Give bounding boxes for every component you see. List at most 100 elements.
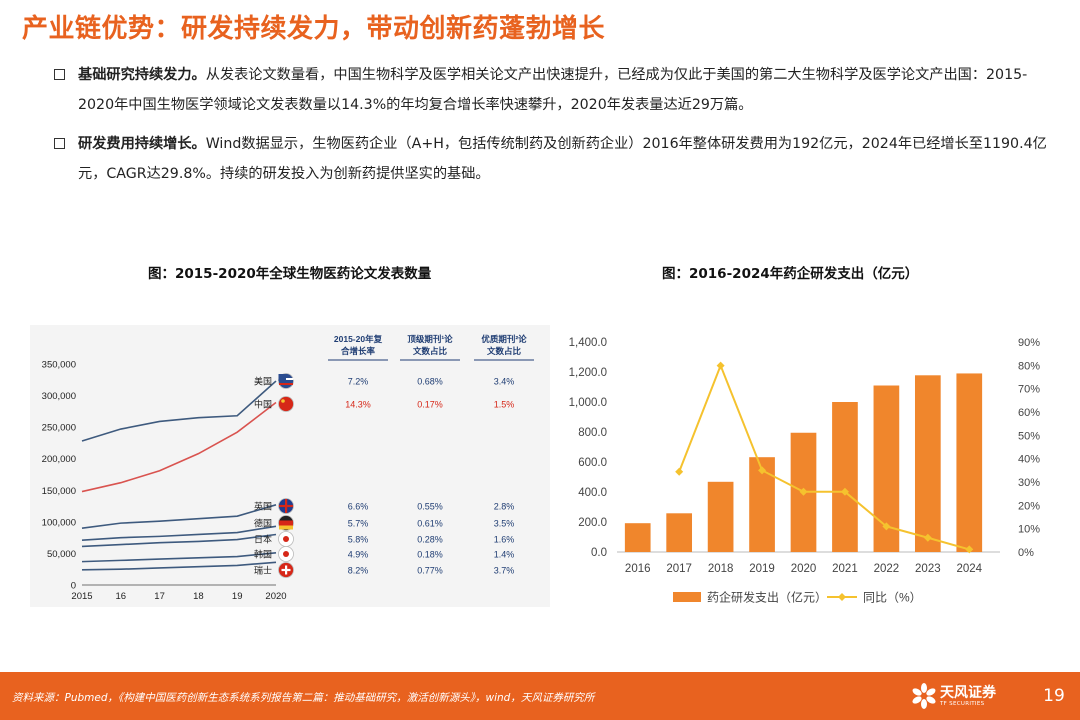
x-tick-label: 2020 — [265, 591, 286, 602]
table-header-text: 优质期刊²论 — [481, 334, 527, 344]
x-tick-label: 17 — [154, 591, 165, 602]
y-tick-label: 1,200.0 — [569, 367, 607, 379]
yoy-point-2019 — [758, 466, 767, 475]
y2-tick-label: 40% — [1018, 454, 1040, 466]
legend-line-marker — [838, 593, 846, 601]
table-cell: 4.9% — [348, 550, 369, 560]
y2-tick-label: 0% — [1018, 547, 1034, 559]
bar-2016 — [624, 523, 651, 552]
footer-source: 资料来源：Pubmed，《构建中国医药创新生态系统系列报告第二篇：推动基础研究，… — [12, 692, 595, 704]
y2-tick-label: 30% — [1018, 477, 1040, 489]
slide-title: 产业链优势：研发持续发力，带动创新药蓬勃增长 — [22, 14, 606, 44]
x-tick-label: 2018 — [708, 563, 734, 575]
table-cell: 6.6% — [348, 502, 369, 512]
series-line-瑞士 — [81, 561, 277, 571]
table-cell: 0.68% — [417, 377, 443, 387]
table-cell: 5.7% — [348, 519, 369, 529]
flag-stripe-icon — [279, 383, 293, 385]
table-header-text: 2015-20年复 — [334, 334, 383, 344]
table-header-text: 文数占比 — [487, 346, 522, 356]
y-tick-label: 0.0 — [591, 547, 607, 559]
x-tick-label: 16 — [116, 591, 127, 602]
table-cell: 3.7% — [494, 566, 515, 576]
table-cell: 0.17% — [417, 400, 443, 410]
series-line-日本 — [81, 533, 277, 548]
table-header-text: 文数占比 — [413, 346, 448, 356]
table-cell: 8.2% — [348, 566, 369, 576]
bullet-square-icon — [54, 138, 65, 149]
legend-bar-swatch — [673, 592, 701, 602]
table-cell: 5.8% — [348, 535, 369, 545]
y2-tick-label: 90% — [1018, 337, 1040, 349]
y-tick-label: 100,000 — [42, 517, 76, 528]
y2-tick-label: 80% — [1018, 360, 1040, 372]
x-tick-label: 2015 — [71, 591, 92, 602]
table-cell: 1.4% — [494, 550, 515, 560]
yoy-point-2022 — [882, 522, 891, 531]
legend-bar-label: 药企研发支出（亿元） — [707, 590, 827, 605]
y2-tick-label: 10% — [1018, 524, 1040, 536]
bar-2018 — [707, 481, 734, 552]
yoy-point-2024 — [965, 545, 974, 554]
flag-canton-icon — [278, 374, 286, 381]
series-line-美国 — [81, 380, 277, 442]
tf-securities-logo: 天风证券 TF SECURITIES — [910, 680, 1020, 714]
y-tick-label: 50,000 — [47, 549, 76, 560]
table-header-text: 顶级期刊¹论 — [407, 334, 453, 344]
footer-bar: 资料来源：Pubmed，《构建中国医药创新生态系统系列报告第二篇：推动基础研究，… — [0, 672, 1080, 720]
rd-expense-combo-chart: 0.0 200.0 400.0 600.0 800.0 1,000.0 1,200.0 1,4… — [569, 337, 1041, 605]
x-tick-label: 2020 — [791, 563, 817, 575]
table-cell: 3.4% — [494, 377, 515, 387]
bullet-head: 研发费用持续增长。 — [78, 136, 206, 152]
table-cell: 2.8% — [494, 502, 515, 512]
bullet-basic-research: 基础研究持续发力。从发表论文数量看，中国生物科学及医学相关论文产出快速提升，已经… — [54, 60, 1054, 120]
x-tick-label: 2019 — [749, 563, 775, 575]
y2-tick-label: 70% — [1018, 384, 1040, 396]
y-tick-label: 400.0 — [578, 487, 607, 499]
table-cell: 1.6% — [494, 535, 515, 545]
x-tick-label: 18 — [193, 591, 204, 602]
flag-emblem-icon — [283, 536, 289, 542]
table-cell: 3.5% — [494, 519, 515, 529]
yoy-point-2020 — [799, 487, 808, 496]
flag-band-icon — [279, 520, 293, 526]
bullet-rd-expense: 研发费用持续增长。Wind数据显示，生物医药企业（A+H，包括传统制药及创新药企… — [54, 129, 1054, 189]
y-tick-label: 350,000 — [42, 360, 76, 371]
y2-tick-label: 60% — [1018, 407, 1040, 419]
country-label: 日本 — [254, 534, 272, 545]
y-tick-label: 300,000 — [42, 391, 76, 402]
bullet-body: 从发表论文数量看，中国生物科学及医学相关论文产出快速提升，已经成为仅此于美国的第… — [78, 67, 1028, 113]
x-tick-label: 2016 — [625, 563, 651, 575]
country-label: 德国 — [254, 518, 272, 529]
flag-emblem-icon — [283, 551, 289, 557]
country-label: 瑞士 — [254, 565, 272, 576]
flag-cross-icon — [281, 568, 291, 572]
logo-english: TF SECURITIES — [940, 701, 985, 707]
bullet-square-icon — [54, 69, 65, 80]
flag-icon-中国 — [278, 396, 294, 412]
y-tick-label: 150,000 — [42, 486, 76, 497]
series-line-韩国 — [81, 552, 277, 563]
y2-tick-label: 50% — [1018, 430, 1040, 442]
y-tick-label: 0 — [71, 581, 76, 592]
table-cell: 14.3% — [345, 400, 371, 410]
bullet-body: Wind数据显示，生物医药企业（A+H，包括传统制药及创新药企业）2016年整体… — [78, 136, 1047, 182]
yoy-point-2017 — [675, 467, 684, 476]
x-tick-label: 2023 — [915, 563, 941, 575]
table-cell: 0.18% — [417, 550, 443, 560]
y-tick-label: 800.0 — [578, 427, 607, 439]
y-tick-label: 200.0 — [578, 517, 607, 529]
x-tick-label: 2022 — [874, 563, 900, 575]
y-tick-label: 1,000.0 — [569, 397, 607, 409]
y-tick-label: 1,400.0 — [569, 337, 607, 349]
bar-2024 — [956, 373, 983, 552]
bar-2017 — [666, 513, 693, 552]
series-line-德国 — [81, 525, 277, 541]
series-line-中国 — [81, 401, 277, 493]
x-tick-label: 2021 — [832, 563, 858, 575]
x-tick-label: 2024 — [956, 563, 982, 575]
bullet-head: 基础研究持续发力。 — [78, 67, 206, 83]
country-label: 英国 — [254, 501, 272, 512]
flag-cross-icon — [279, 504, 293, 508]
flag-star-icon — [281, 399, 285, 403]
